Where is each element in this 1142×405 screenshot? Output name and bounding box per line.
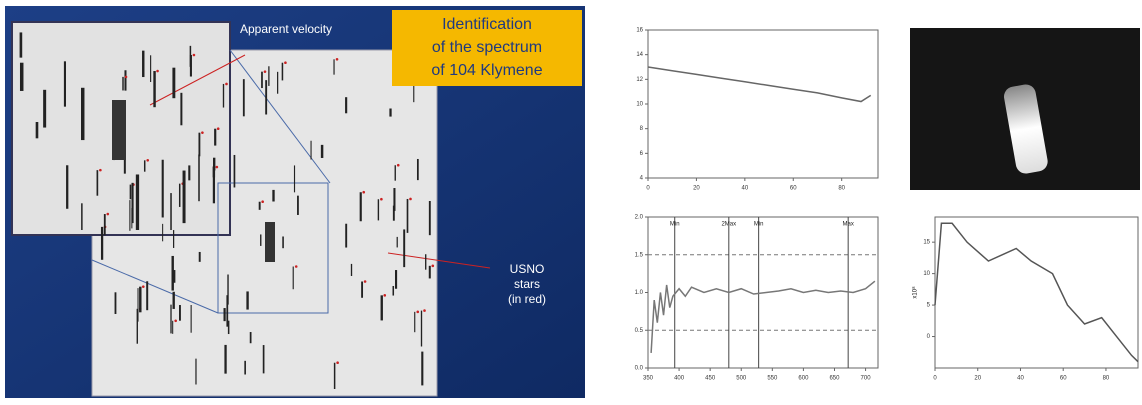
usno-star: [142, 285, 145, 288]
x-tick-label: 40: [1017, 376, 1024, 382]
x-tick-label: 20: [693, 186, 700, 192]
y-tick-label: 0.0: [635, 366, 644, 372]
usno-star: [295, 265, 298, 268]
usno-star: [380, 198, 383, 201]
x-tick-label: 60: [790, 186, 797, 192]
marker-label: Min: [754, 222, 764, 228]
usno-star: [217, 127, 220, 130]
y-tick-label: 4: [640, 176, 644, 182]
x-tick-label: 700: [861, 376, 872, 382]
plot-frame: [648, 30, 878, 178]
usno-star: [106, 213, 109, 216]
y-tick-label: 14: [636, 52, 643, 58]
x-tick-label: 450: [705, 376, 716, 382]
stars-label: USNO: [510, 262, 545, 276]
marker-label: Min: [670, 222, 680, 228]
usno-star: [264, 70, 267, 73]
usno-star: [383, 294, 386, 297]
x-tick-label: 20: [974, 376, 981, 382]
usno-star: [156, 70, 159, 73]
y-tick-label: 0: [927, 334, 931, 340]
marker-label: 2Max: [721, 222, 736, 228]
usno-star: [261, 200, 264, 203]
y-tick-label: 1.0: [635, 290, 644, 296]
usno-star: [364, 280, 367, 283]
usno-star: [216, 166, 219, 169]
usno-star: [336, 361, 339, 364]
page: Identification of the spectrum of 104 Kl…: [0, 0, 1142, 400]
x-tick-label: 60: [1060, 376, 1067, 382]
x-tick-label: 500: [736, 376, 747, 382]
y-tick-label: 1.5: [635, 252, 644, 258]
usno-star: [336, 58, 339, 61]
y-tick-label: 10: [636, 102, 643, 108]
y-tick-label: 15: [923, 240, 930, 246]
x-tick-label: 0: [646, 186, 650, 192]
usno-star: [201, 131, 204, 134]
usno-star: [125, 76, 128, 79]
x-tick-label: 80: [838, 186, 845, 192]
usno-star: [409, 198, 412, 201]
y-tick-label: 5: [927, 303, 931, 309]
x-tick-label: 80: [1103, 376, 1110, 382]
slide-title: of the spectrum: [432, 39, 542, 56]
y-tick-label: 6: [640, 151, 644, 157]
y-tick-label: 8: [640, 126, 644, 132]
usno-star: [431, 265, 434, 268]
usno-star: [146, 159, 149, 162]
x-tick-label: 350: [643, 376, 654, 382]
usno-star: [193, 54, 196, 57]
inset-label: Apparent velocity: [240, 22, 332, 36]
y-tick-label: 10: [923, 271, 930, 277]
x-tick-label: 650: [829, 376, 840, 382]
usno-star: [416, 311, 419, 314]
x-tick-label: 40: [741, 186, 748, 192]
asteroid-spectrum: [112, 100, 126, 160]
y-tick-label: 12: [636, 77, 643, 83]
x-tick-label: 400: [674, 376, 685, 382]
usno-star: [362, 191, 365, 194]
y-tick-label: 0.5: [635, 328, 644, 334]
y-tick-label: 16: [636, 28, 643, 34]
x-tick-label: 0: [933, 376, 937, 382]
x-tick-label: 550: [767, 376, 778, 382]
usno-star: [174, 319, 177, 322]
y-axis-label: x10⁸: [912, 286, 919, 299]
usno-star: [397, 164, 400, 167]
marker-label: Max: [842, 222, 853, 228]
x-tick-label: 600: [798, 376, 809, 382]
usno-star: [284, 61, 287, 64]
usno-star: [423, 309, 426, 312]
stars-label: (in red): [508, 292, 546, 306]
asteroid-spectrum: [265, 222, 275, 262]
slide-title: Identification: [442, 16, 532, 33]
slide-title: of 104 Klymene: [431, 62, 542, 79]
stars-label: stars: [514, 277, 540, 291]
usno-star: [225, 83, 228, 86]
y-tick-label: 2.0: [635, 215, 644, 221]
usno-star: [99, 169, 102, 172]
